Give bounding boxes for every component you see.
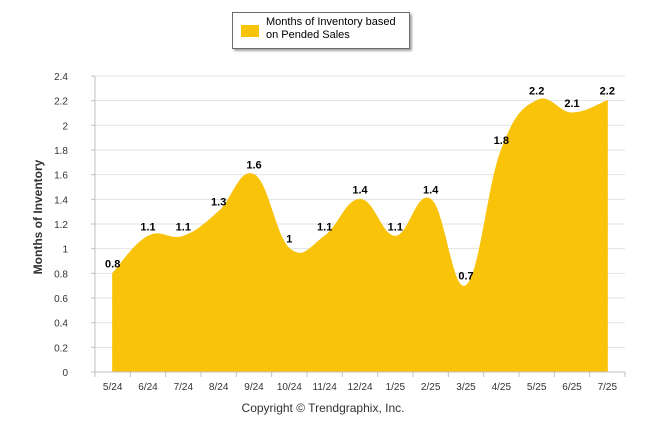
- data-label: 1.6: [246, 160, 261, 172]
- data-label: 1: [286, 234, 292, 246]
- y-axis-title: Months of Inventory: [31, 159, 45, 275]
- legend-swatch: [241, 25, 259, 37]
- x-tick-label: 1/25: [386, 382, 406, 393]
- data-label: 1.3: [211, 197, 226, 209]
- x-tick-label: 6/24: [138, 382, 158, 393]
- y-tick-label: 0.2: [54, 343, 68, 354]
- x-tick-label: 12/24: [347, 382, 372, 393]
- y-tick-label: 1.2: [54, 220, 68, 231]
- x-tick-label: 7/24: [174, 382, 194, 393]
- legend[interactable]: Months of Inventory based on Pended Sale…: [232, 12, 410, 49]
- data-label: 1.4: [352, 184, 368, 196]
- data-label: 1.8: [494, 135, 509, 147]
- y-tick-label: 1.4: [54, 195, 68, 206]
- data-label: 0.7: [458, 271, 473, 283]
- data-label: 1.1: [140, 221, 155, 233]
- copyright-footer: Copyright © Trendgraphix, Inc.: [241, 401, 405, 415]
- data-label: 2.1: [564, 98, 579, 110]
- data-label: 1.1: [317, 221, 332, 233]
- y-tick-label: 2: [62, 121, 68, 132]
- legend-label: Months of Inventory based on Pended Sale…: [266, 16, 396, 41]
- y-tick-label: 0.4: [54, 319, 68, 330]
- x-tick-label: 4/25: [492, 382, 512, 393]
- x-tick-label: 11/24: [313, 382, 338, 393]
- x-tick-label: 5/25: [527, 382, 547, 393]
- y-axis: 0 0.2 0.4 0.6 0.8 1 1.2 1.4 1.6 1.8 2 2.2 2.4: [54, 72, 96, 379]
- series-area: [112, 98, 608, 373]
- y-tick-label: 1.8: [54, 146, 68, 157]
- x-tick-label: 10/24: [277, 382, 302, 393]
- data-label: 2.2: [600, 86, 615, 98]
- y-tick-label: 0: [62, 368, 68, 379]
- data-label: 2.2: [529, 86, 544, 98]
- x-tick-label: 9/24: [244, 382, 264, 393]
- y-tick-label: 1: [62, 245, 68, 256]
- data-label: 0.8: [105, 258, 120, 270]
- data-label: 1.1: [176, 221, 191, 233]
- x-tick-label: 7/25: [598, 382, 618, 393]
- y-tick-label: 0.6: [54, 294, 68, 305]
- x-tick-label: 2/25: [421, 382, 441, 393]
- x-axis: 5/24 6/24 7/24 8/24 9/24 10/24 11/24 12/24 1/25 2…: [94, 371, 626, 393]
- x-tick-label: 3/25: [456, 382, 476, 393]
- data-label: 1.1: [388, 221, 403, 233]
- area-layer: [112, 98, 608, 373]
- x-tick-label: 8/24: [209, 382, 229, 393]
- data-label: 1.4: [423, 184, 439, 196]
- y-tick-label: 2.4: [54, 72, 68, 83]
- x-tick-label: 6/25: [562, 382, 582, 393]
- y-tick-label: 0.8: [54, 269, 68, 280]
- y-tick-label: 2.2: [54, 97, 68, 108]
- data-labels: 0.8 1.1 1.1 1.3 1.6 1 1.1 1.4 1.1 1.4 0.7 1.8 2.2 2.1…: [105, 86, 615, 283]
- x-tick-label: 5/24: [103, 382, 123, 393]
- y-tick-label: 1.6: [54, 171, 68, 182]
